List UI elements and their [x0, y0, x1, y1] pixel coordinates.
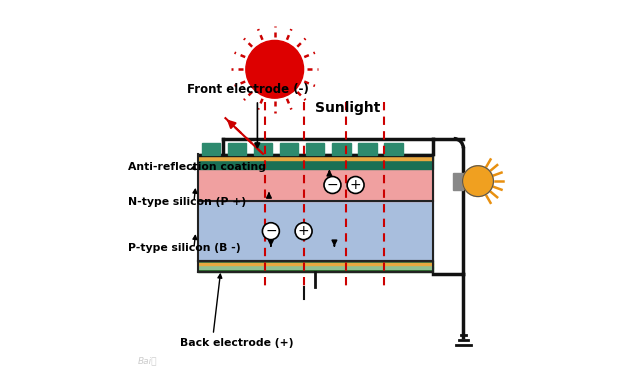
Bar — [198, 154, 433, 156]
Text: −: − — [265, 224, 277, 238]
Text: Back electrode (+): Back electrode (+) — [181, 338, 294, 348]
Bar — [452, 173, 463, 190]
Bar — [384, 143, 403, 155]
Bar — [198, 201, 433, 261]
Bar — [198, 169, 433, 201]
Text: Sunlight: Sunlight — [315, 101, 380, 115]
Bar — [198, 154, 433, 169]
Text: +: + — [350, 178, 361, 192]
Text: P-type silicon (B -): P-type silicon (B -) — [128, 243, 241, 253]
Circle shape — [262, 223, 279, 239]
Circle shape — [324, 177, 341, 194]
Text: Front electrode (-): Front electrode (-) — [187, 83, 309, 96]
Circle shape — [347, 177, 364, 194]
Circle shape — [246, 40, 304, 98]
Bar — [198, 155, 433, 160]
Bar — [198, 266, 433, 269]
Circle shape — [463, 166, 493, 197]
Text: −: − — [327, 178, 338, 192]
Bar — [358, 143, 376, 155]
Bar — [202, 143, 220, 155]
Bar — [254, 143, 272, 155]
Text: Anti-reflection coating: Anti-reflection coating — [128, 162, 267, 172]
Circle shape — [295, 223, 312, 239]
Bar — [198, 263, 433, 265]
Bar — [306, 143, 325, 155]
Bar — [280, 143, 299, 155]
Text: +: + — [298, 224, 309, 238]
Bar — [332, 143, 351, 155]
Bar — [228, 143, 246, 155]
Text: N-type silicon (P +): N-type silicon (P +) — [128, 197, 246, 207]
Bar — [198, 261, 433, 272]
Text: Bai百: Bai百 — [138, 357, 158, 366]
